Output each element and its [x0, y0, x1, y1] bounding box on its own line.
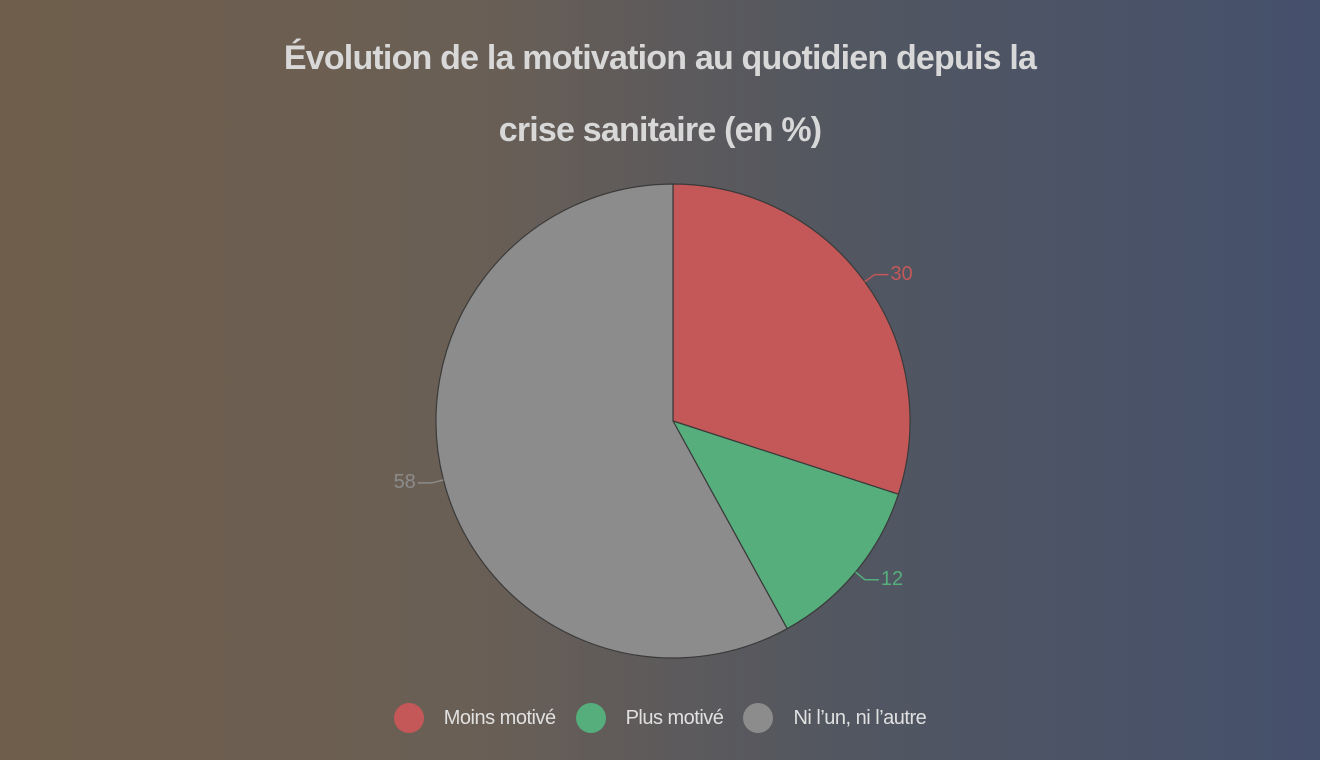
legend-item[interactable]: Ni l’un, ni l’autre — [743, 703, 927, 733]
leader-line — [417, 479, 444, 484]
legend-swatch — [575, 703, 606, 733]
legend-label: Moins motivé — [443, 706, 556, 729]
legend-label: Ni l’un, ni l’autre — [793, 706, 927, 729]
data-label: 30 — [890, 263, 912, 285]
legend: Moins motivé Plus motivé Ni l’un, ni l’aut… — [0, 703, 1320, 733]
pie-slice — [435, 183, 788, 659]
legend-item[interactable]: Moins motivé — [393, 703, 556, 733]
data-label: 58 — [394, 471, 416, 493]
legend-swatch — [743, 703, 774, 733]
chart-title: Évolution de la motivation au quotidien … — [283, 39, 1037, 149]
leader-line — [864, 273, 889, 283]
legend-item[interactable]: Plus motivé — [575, 703, 724, 733]
legend-swatch — [393, 703, 424, 733]
leader-line — [855, 571, 879, 581]
pie-slice — [672, 183, 911, 495]
data-label: 12 — [881, 568, 903, 590]
chart: 30 12 58 — [394, 183, 913, 659]
legend-label: Plus motivé — [625, 706, 724, 729]
